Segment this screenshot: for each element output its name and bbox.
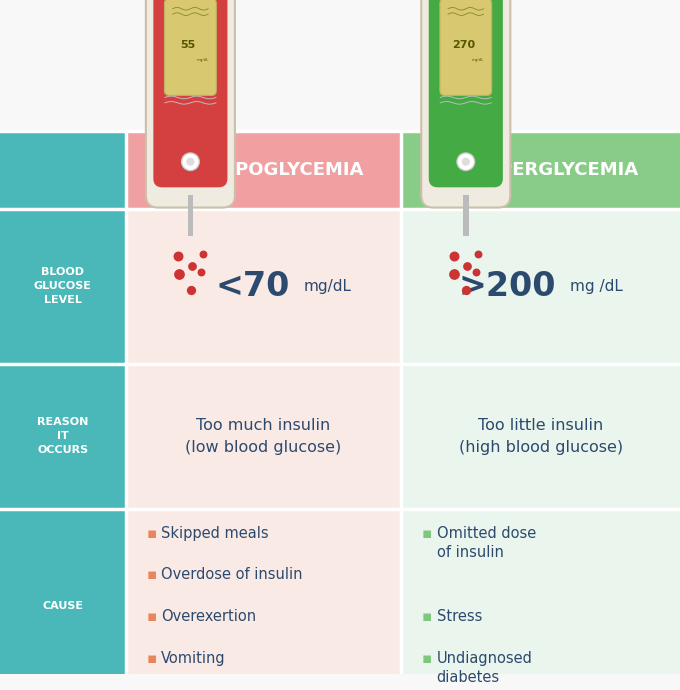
FancyBboxPatch shape: [440, 0, 492, 95]
Circle shape: [182, 153, 199, 170]
Point: [195, 266, 206, 277]
Text: Overexertion: Overexertion: [161, 609, 256, 624]
Point: [186, 284, 197, 295]
FancyBboxPatch shape: [126, 209, 401, 364]
Text: >200: >200: [458, 270, 556, 303]
Text: Vomiting: Vomiting: [161, 651, 226, 666]
FancyBboxPatch shape: [126, 131, 401, 209]
Text: Undiagnosed
diabetes: Undiagnosed diabetes: [437, 651, 532, 685]
FancyBboxPatch shape: [422, 0, 510, 208]
FancyBboxPatch shape: [126, 509, 401, 690]
Text: Stress: Stress: [437, 609, 482, 624]
Text: Overdose of insulin: Overdose of insulin: [161, 567, 303, 582]
Text: ▪: ▪: [146, 609, 156, 624]
Text: REASON
IT
OCCURS: REASON IT OCCURS: [37, 417, 88, 455]
Circle shape: [457, 153, 475, 170]
FancyBboxPatch shape: [126, 364, 401, 509]
FancyBboxPatch shape: [401, 209, 680, 364]
FancyBboxPatch shape: [0, 131, 126, 209]
Point: [461, 284, 472, 295]
Point: [462, 261, 473, 272]
Point: [449, 268, 460, 279]
Text: Too little insulin
(high blood glucose): Too little insulin (high blood glucose): [458, 417, 623, 455]
Text: Skipped meals: Skipped meals: [161, 526, 269, 540]
Point: [173, 250, 184, 262]
Text: HYPERGLYCEMIA: HYPERGLYCEMIA: [471, 161, 638, 179]
Text: ▪: ▪: [422, 651, 432, 666]
Point: [197, 248, 208, 259]
Point: [471, 266, 481, 277]
Text: 270: 270: [452, 40, 475, 50]
Text: ▪: ▪: [146, 651, 156, 666]
Point: [173, 268, 184, 279]
Text: Too much insulin
(low blood glucose): Too much insulin (low blood glucose): [186, 417, 341, 455]
FancyBboxPatch shape: [401, 509, 680, 690]
Text: ▪: ▪: [422, 609, 432, 624]
Text: BLOOD
GLUCOSE
LEVEL: BLOOD GLUCOSE LEVEL: [34, 268, 92, 306]
Text: mg/dL: mg/dL: [303, 279, 352, 294]
Text: CAUSE: CAUSE: [42, 602, 84, 611]
FancyBboxPatch shape: [0, 209, 126, 364]
FancyBboxPatch shape: [146, 0, 235, 208]
Circle shape: [462, 158, 470, 166]
Text: ▪: ▪: [146, 526, 156, 540]
Text: ▪: ▪: [422, 526, 432, 540]
Text: mg /dL: mg /dL: [570, 279, 623, 294]
FancyBboxPatch shape: [429, 0, 503, 187]
FancyBboxPatch shape: [0, 364, 126, 509]
Circle shape: [186, 158, 194, 166]
Text: ▪: ▪: [146, 567, 156, 582]
FancyBboxPatch shape: [401, 131, 680, 209]
FancyBboxPatch shape: [0, 509, 126, 690]
Text: mg/dL: mg/dL: [196, 58, 208, 62]
Point: [186, 261, 197, 272]
Point: [448, 250, 459, 262]
FancyBboxPatch shape: [463, 195, 469, 236]
FancyBboxPatch shape: [188, 195, 193, 236]
Text: <70: <70: [216, 270, 290, 303]
FancyBboxPatch shape: [401, 364, 680, 509]
Text: HYPOGLYCEMIA: HYPOGLYCEMIA: [207, 161, 364, 179]
Point: [473, 248, 483, 259]
Text: mg/dL: mg/dL: [471, 58, 483, 62]
Text: 55: 55: [181, 40, 196, 50]
Text: Omitted dose
of insulin: Omitted dose of insulin: [437, 526, 536, 560]
FancyBboxPatch shape: [154, 0, 227, 187]
FancyBboxPatch shape: [165, 0, 216, 95]
